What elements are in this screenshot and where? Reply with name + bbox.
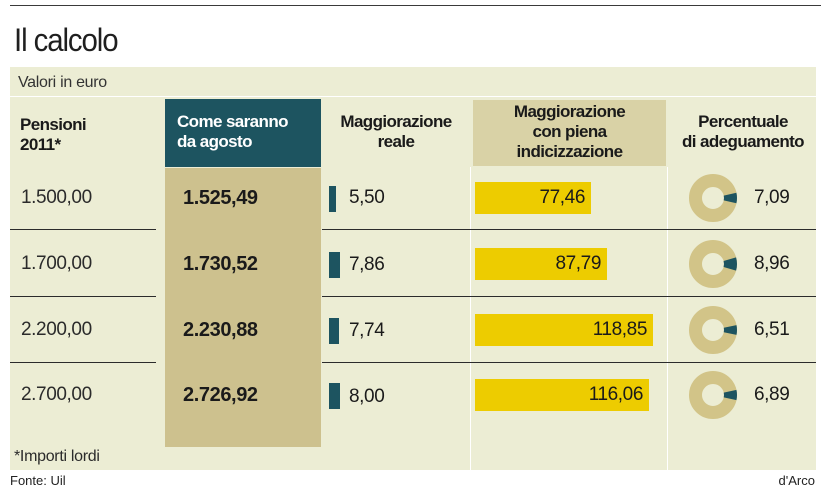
pension-value: 2.700,00: [21, 384, 92, 405]
adjustment-percent-value: 7,09: [754, 187, 790, 208]
future-value: 1.525,49: [183, 187, 258, 209]
header-piena-indicizzazione-line: Maggiorazione: [513, 102, 626, 121]
row-divider: [322, 229, 816, 230]
future-value: 1.730,52: [183, 253, 258, 275]
real-increase-value: 8,00: [349, 386, 385, 407]
future-value: 2.230,88: [183, 319, 258, 341]
header-percentuale-line: di adeguamento: [682, 132, 805, 151]
unit-label: Valori in euro: [18, 74, 107, 91]
full-indexation-value: 77,46: [539, 187, 585, 208]
full-indexation-bar: [475, 314, 653, 346]
header-pensioni-line: Pensioni: [20, 115, 87, 134]
adjustment-donut: [689, 174, 737, 222]
header-maggiorazione-reale: Maggiorazione reale: [322, 112, 470, 152]
adjustment-percent-value: 6,89: [754, 384, 790, 405]
full-indexation-bar: [475, 248, 607, 280]
pension-value: 1.700,00: [21, 253, 92, 274]
full-indexation-value: 116,06: [588, 384, 644, 405]
source-label: Fonte: Uil: [10, 473, 66, 488]
full-indexation-value: 118,85: [592, 319, 648, 340]
real-increase-bar: [329, 318, 339, 344]
donut-slice: [723, 192, 737, 204]
row-divider: [10, 296, 156, 297]
header-maggiorazione-reale-line: Maggiorazione: [340, 112, 452, 131]
full-indexation-bar: [475, 182, 591, 214]
chart-title: Il calcolo: [14, 22, 119, 58]
donut-slice: [723, 325, 737, 335]
pension-value: 2.200,00: [21, 319, 92, 340]
row-divider: [10, 362, 156, 363]
adjustment-donut: [689, 240, 737, 288]
real-increase-bar: [329, 186, 336, 212]
adjustment-percent-value: 8,96: [754, 253, 790, 274]
column-separator: [667, 167, 668, 470]
full-indexation-bar: [475, 379, 649, 411]
footnote: *Importi lordi: [14, 448, 100, 465]
row-divider: [322, 296, 816, 297]
credit-label: d'Arco: [778, 473, 815, 488]
header-percentuale: Percentuale di adeguamento: [670, 112, 816, 152]
future-column-highlight: [165, 168, 321, 447]
full-indexation-value: 87,79: [555, 253, 601, 274]
header-piena-indicizzazione: Maggiorazione con piena indicizzazione: [473, 100, 666, 166]
real-increase-bar: [329, 252, 340, 278]
real-increase-bar: [329, 383, 340, 409]
header-maggiorazione-reale-line: reale: [377, 132, 415, 151]
donut-slice: [723, 389, 737, 401]
pension-value: 1.500,00: [21, 187, 92, 208]
column-separator: [470, 167, 471, 470]
donut-slice: [723, 257, 737, 271]
adjustment-donut: [689, 371, 737, 419]
adjustment-percent-value: 6,51: [754, 319, 790, 340]
header-piena-indicizzazione-line: indicizzazione: [516, 142, 624, 161]
unit-rule: [10, 96, 816, 97]
real-increase-value: 5,50: [349, 187, 385, 208]
real-increase-value: 7,74: [349, 320, 385, 341]
row-divider: [322, 362, 816, 363]
header-piena-indicizzazione-line: con piena: [532, 122, 608, 141]
header-pensioni-line: 2011*: [20, 135, 61, 154]
row-divider: [10, 229, 156, 230]
real-increase-value: 7,86: [349, 254, 385, 275]
header-pensioni: Pensioni 2011*: [20, 115, 87, 155]
header-come-saranno-line: Come saranno: [177, 112, 288, 131]
future-value: 2.726,92: [183, 384, 258, 406]
header-come-saranno: Come saranno da agosto: [165, 99, 321, 167]
adjustment-donut: [689, 306, 737, 354]
table-panel: [10, 67, 816, 470]
top-rule: [10, 5, 821, 6]
header-percentuale-line: Percentuale: [698, 112, 788, 131]
header-come-saranno-line: da agosto: [177, 132, 252, 151]
